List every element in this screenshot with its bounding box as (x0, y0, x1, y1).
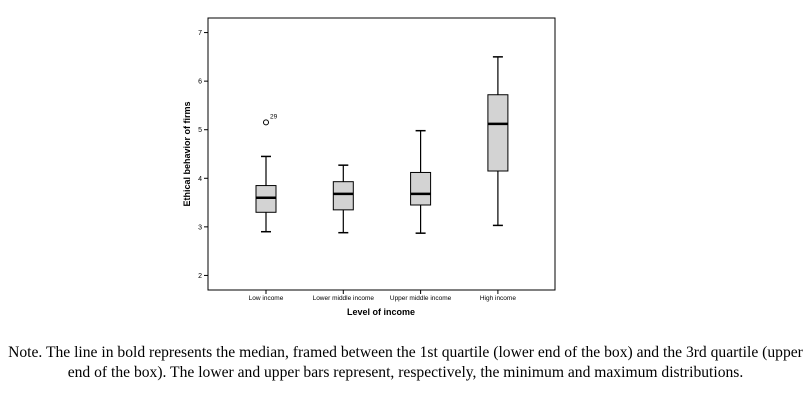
x-tick-label: Upper middle income (390, 295, 452, 302)
box-iqr (410, 171, 432, 206)
outlier-label: 29 (270, 113, 278, 120)
x-tick-label: Lower middle income (313, 295, 375, 302)
y-tick-label: 5 (198, 127, 202, 134)
y-tick-label: 7 (198, 30, 202, 37)
y-axis-label: Ethical behavior of firms (182, 101, 192, 206)
x-tick-label: Low income (249, 295, 284, 302)
x-axis: Low income Lower middle income Upper middl… (249, 290, 517, 302)
boxplot-chart: 2 3 4 5 6 7 29 Low income Lower middle income U… (182, 17, 556, 317)
outlier-point (263, 119, 269, 126)
box-iqr (487, 94, 509, 172)
box-iqr (332, 181, 354, 211)
figure-note: Note. The line in bold represents the me… (8, 344, 803, 381)
y-tick-label: 3 (198, 224, 202, 231)
y-tick-label: 4 (198, 176, 202, 183)
y-tick-label: 6 (198, 79, 202, 86)
y-axis: 2 3 4 5 6 7 (198, 30, 208, 280)
y-tick-label: 2 (198, 273, 202, 280)
boxes-group: 29 (255, 56, 509, 234)
x-axis-label: Level of income (347, 307, 415, 317)
x-tick-label: High income (480, 295, 517, 302)
